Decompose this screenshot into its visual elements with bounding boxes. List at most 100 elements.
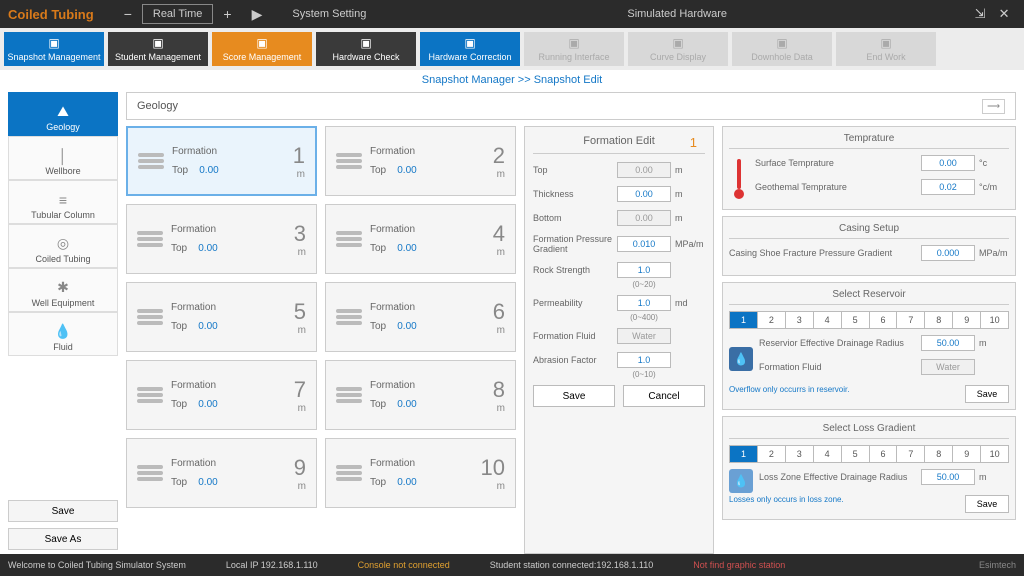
reservoir-title: Select Reservoir	[729, 289, 1009, 305]
loss-radius-input[interactable]	[921, 469, 975, 485]
res-tabs-4[interactable]: 4	[814, 312, 842, 328]
formation-card-1[interactable]: FormationTop 0.001m	[126, 126, 317, 196]
edit-thickness-input[interactable]	[617, 186, 671, 202]
loss-tabs-8[interactable]: 8	[925, 446, 953, 462]
loss-save-button[interactable]: Save	[965, 495, 1009, 513]
save-button[interactable]: Save	[8, 500, 118, 522]
casing-input[interactable]	[921, 245, 975, 261]
loss-tabs-7[interactable]: 7	[897, 446, 925, 462]
formation-card-10[interactable]: FormationTop 0.0010m	[325, 438, 516, 508]
reservoir-tabs: 12345678910	[729, 311, 1009, 329]
edit-formation-pressure-gradient-input[interactable]	[617, 236, 671, 252]
edit-title: Formation Edit	[583, 135, 655, 147]
thermometer-icon	[729, 159, 749, 199]
statusbar: Welcome to Coiled Tubing Simulator Syste…	[0, 554, 1024, 576]
res-tabs-2[interactable]: 2	[758, 312, 786, 328]
tab-hardware-check[interactable]: ▣Hardware Check	[316, 32, 416, 66]
system-setting-menu[interactable]: System Setting	[272, 8, 386, 20]
reservoir-radius-input[interactable]	[921, 335, 975, 351]
sidebar-item-tubular-column[interactable]: ≡Tubular Column	[8, 180, 118, 224]
sidebar-item-coiled-tubing[interactable]: ◎Coiled Tubing	[8, 224, 118, 268]
res-tabs-7[interactable]: 7	[897, 312, 925, 328]
loss-tabs: 12345678910	[729, 445, 1009, 463]
plus-button[interactable]: +	[213, 2, 241, 26]
expand-icon[interactable]: ⟶	[982, 99, 1005, 114]
status-ip: Local IP 192.168.1.110	[226, 560, 318, 570]
res-tabs-3[interactable]: 3	[786, 312, 814, 328]
tab-score-management[interactable]: ▣Score Management	[212, 32, 312, 66]
play-button[interactable]: ▶	[242, 2, 273, 27]
breadcrumb: Snapshot Manager >> Snapshot Edit	[0, 70, 1024, 92]
edit-rock-strength-input[interactable]	[617, 262, 671, 278]
tab-end-work: ▣End Work	[836, 32, 936, 66]
saveas-button[interactable]: Save As	[8, 528, 118, 550]
formation-card-8[interactable]: FormationTop 0.008m	[325, 360, 516, 430]
tab-downhole-data: ▣Downhole Data	[732, 32, 832, 66]
tab-hardware-correction[interactable]: ▣Hardware Correction	[420, 32, 520, 66]
close-icon[interactable]: ✕	[992, 6, 1016, 22]
loss-tabs-3[interactable]: 3	[786, 446, 814, 462]
sidebar-item-wellbore[interactable]: │Wellbore	[8, 136, 118, 180]
geo-temp-input[interactable]	[921, 179, 975, 195]
edit-permeability-input[interactable]	[617, 295, 671, 311]
status-welcome: Welcome to Coiled Tubing Simulator Syste…	[8, 560, 186, 570]
loss-tabs-2[interactable]: 2	[758, 446, 786, 462]
formation-grid: FormationTop 0.001mFormationTop 0.002mFo…	[126, 126, 516, 554]
loss-tabs-1[interactable]: 1	[730, 446, 758, 462]
reservoir-icon: 💧	[729, 347, 753, 371]
sidebar-item-well-equipment[interactable]: ✱Well Equipment	[8, 268, 118, 312]
res-tabs-1[interactable]: 1	[730, 312, 758, 328]
edit-abrasion-factor-input[interactable]	[617, 352, 671, 368]
formation-edit-panel: Formation Edit 1 TopmThicknessmBottommFo…	[524, 126, 714, 554]
edit-save-button[interactable]: Save	[533, 385, 615, 407]
tab-snapshot-management[interactable]: ▣Snapshot Management	[4, 32, 104, 66]
edit-formation-fluid-input	[617, 328, 671, 344]
tab-running-interface: ▣Running Interface	[524, 32, 624, 66]
status-graphic: Not find graphic station	[693, 560, 785, 570]
res-tabs-9[interactable]: 9	[953, 312, 981, 328]
status-station: Student station connected:192.168.1.110	[490, 560, 653, 570]
section-title: Geology	[137, 100, 178, 112]
formation-card-4[interactable]: FormationTop 0.004m	[325, 204, 516, 274]
titlebar: Coiled Tubing − Real Time + ▶ System Set…	[0, 0, 1024, 28]
formation-card-7[interactable]: FormationTop 0.007m	[126, 360, 317, 430]
res-tabs-10[interactable]: 10	[981, 312, 1008, 328]
formation-card-6[interactable]: FormationTop 0.006m	[325, 282, 516, 352]
res-tabs-6[interactable]: 6	[870, 312, 898, 328]
casing-panel: Casing Setup Casing Shoe Fracture Pressu…	[722, 216, 1016, 276]
sidebar-item-geology[interactable]: ⛰Geology	[8, 92, 118, 136]
reservoir-note: Overflow only occurrs in reservoir.	[729, 385, 849, 394]
formation-card-9[interactable]: FormationTop 0.009m	[126, 438, 317, 508]
loss-tabs-10[interactable]: 10	[981, 446, 1008, 462]
loss-tabs-9[interactable]: 9	[953, 446, 981, 462]
res-tabs-8[interactable]: 8	[925, 312, 953, 328]
reservoir-save-button[interactable]: Save	[965, 385, 1009, 403]
loss-title: Select Loss Gradient	[729, 423, 1009, 439]
temperature-panel: Temprature Surface Temprature°c Geothema…	[722, 126, 1016, 210]
status-console: Console not connected	[358, 560, 450, 570]
simulated-hardware-menu[interactable]: Simulated Hardware	[607, 8, 747, 20]
sidebar-item-fluid[interactable]: 💧Fluid	[8, 312, 118, 356]
formation-card-3[interactable]: FormationTop 0.003m	[126, 204, 317, 274]
res-tabs-5[interactable]: 5	[842, 312, 870, 328]
realtime-button[interactable]: Real Time	[142, 4, 214, 24]
edit-cancel-button[interactable]: Cancel	[623, 385, 705, 407]
casing-title: Casing Setup	[729, 223, 1009, 239]
status-brand: Esimtech	[979, 560, 1016, 570]
export-icon[interactable]: ⇲	[968, 6, 992, 22]
loss-panel: Select Loss Gradient 12345678910 💧 Loss …	[722, 416, 1016, 520]
loss-tabs-5[interactable]: 5	[842, 446, 870, 462]
tab-student-management[interactable]: ▣Student Management	[108, 32, 208, 66]
formation-card-2[interactable]: FormationTop 0.002m	[325, 126, 516, 196]
formation-card-5[interactable]: FormationTop 0.005m	[126, 282, 317, 352]
edit-bottom-input	[617, 210, 671, 226]
loss-icon: 💧	[729, 469, 753, 493]
loss-tabs-4[interactable]: 4	[814, 446, 842, 462]
minus-button[interactable]: −	[114, 2, 142, 26]
edit-number: 1	[690, 135, 697, 150]
tab-curve-display: ▣Curve Display	[628, 32, 728, 66]
loss-tabs-6[interactable]: 6	[870, 446, 898, 462]
temperature-title: Temprature	[729, 133, 1009, 149]
loss-note: Losses only occurs in loss zone.	[729, 495, 844, 504]
surface-temp-input[interactable]	[921, 155, 975, 171]
